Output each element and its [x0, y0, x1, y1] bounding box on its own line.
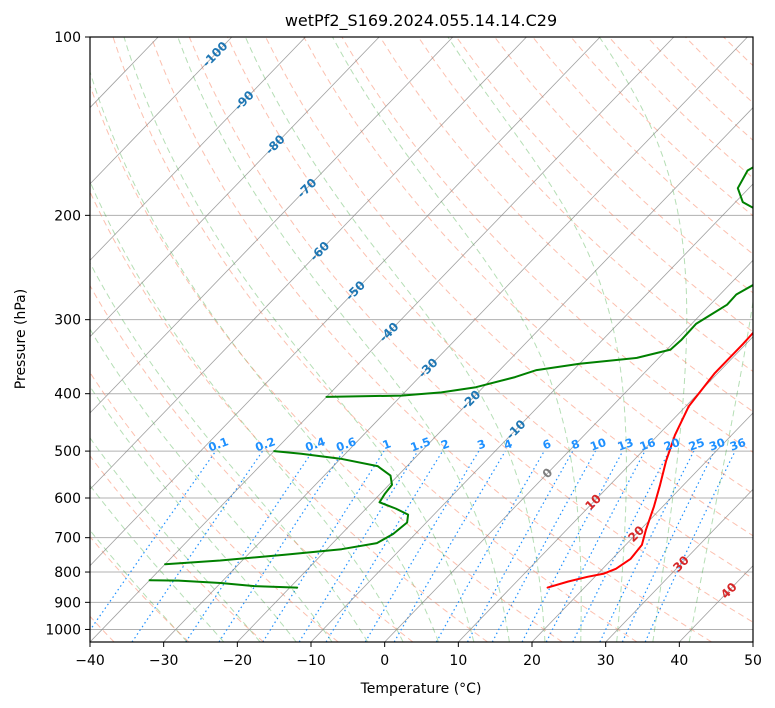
y-tick-label: 300: [54, 313, 81, 329]
isotherm-line: [90, 37, 454, 414]
mixing-ratio-line: [298, 450, 419, 642]
isotherms: [90, 37, 753, 642]
isotherm-line: [90, 37, 527, 490]
mixing-ratio-label: 16: [638, 435, 658, 454]
mixing-ratio-line: [325, 450, 444, 642]
dewpoint-profile-segment: [325, 166, 753, 398]
mixing-ratio-lines: [90, 450, 736, 642]
temperature-profile: [546, 331, 753, 589]
mixing-ratio-label: 30: [707, 435, 727, 454]
isotherm-line: [237, 107, 753, 642]
isotherm-line: [90, 37, 675, 642]
dewpoint-profile-segment: [164, 450, 410, 566]
y-tick-label: 500: [54, 444, 81, 460]
y-tick-label: 200: [54, 208, 81, 224]
mixing-ratio-line: [364, 450, 480, 642]
y-tick-label: 900: [54, 595, 81, 611]
moist-adiabat-line: [688, 298, 753, 642]
moist-adiabat-line: [598, 37, 688, 642]
isotherm-line: [90, 37, 233, 185]
dewpoint-profile-segment: [148, 579, 299, 589]
isotherm-line: [90, 37, 601, 567]
x-tick-label: 30: [597, 653, 615, 669]
mixing-ratio-label: 0.1: [206, 434, 230, 454]
mixing-ratio-label: 20: [662, 435, 682, 454]
dry-adiabat-line: [455, 37, 753, 333]
mixing-ratio-line: [599, 450, 695, 642]
isotherm-line: [90, 37, 306, 261]
mixing-ratio-label: 0.2: [253, 434, 277, 454]
dry-adiabat-line: [188, 37, 753, 623]
moist-adiabat-line: [123, 37, 475, 642]
y-tick-label: 600: [54, 491, 81, 507]
dry-adiabat-line: [112, 37, 638, 642]
x-tick-label: −40: [75, 653, 105, 669]
x-tick-label: 0: [380, 653, 389, 669]
plot-area: [90, 37, 753, 642]
moist-adiabat-line: [90, 70, 439, 642]
mixing-ratio-line: [491, 450, 597, 642]
mixing-ratio-label: 13: [616, 435, 636, 454]
y-axis-ticks: 100 200 300 400 500 600 700 800 900 1000: [45, 30, 90, 638]
isotherm-line: [531, 412, 753, 642]
mixing-ratio-line: [218, 450, 344, 642]
x-tick-label: −30: [149, 653, 179, 669]
mixing-ratio-label: 0.6: [334, 434, 358, 454]
x-tick-label: 50: [744, 653, 762, 669]
y-tick-label: 800: [54, 565, 81, 581]
dry-adiabat-line: [494, 37, 753, 294]
mixing-ratio-line: [90, 450, 217, 632]
isotherm-line: [605, 488, 753, 642]
dry-adiabat-line: [90, 84, 563, 642]
mixing-ratio-line: [521, 450, 624, 642]
moist-adiabat-line: [90, 261, 369, 642]
x-tick-label: 40: [670, 653, 688, 669]
isotherm-line: [310, 183, 753, 642]
x-tick-label: −10: [296, 653, 326, 669]
dry-adiabat-line: [90, 190, 488, 642]
plot-content: 0.1 0.2 0.4 0.6 1 1.5 2 3 4 6 8 10 13 16 20 25 30 36-100-…: [90, 37, 753, 642]
mixing-ratio-line: [621, 450, 715, 642]
moist-adiabat-line: [447, 37, 627, 642]
mixing-ratio-label: 0.4: [303, 434, 327, 454]
moist-adiabat-line: [90, 328, 333, 642]
y-tick-label: 400: [54, 387, 81, 403]
x-tick-label: 20: [523, 653, 541, 669]
x-axis-title: Temperature (°C): [360, 681, 482, 697]
moist-adiabat-line: [90, 437, 261, 642]
isotherm-line: [384, 259, 753, 642]
moist-adiabat-line: [244, 37, 546, 642]
mixing-ratio-line: [262, 450, 385, 642]
mixing-ratio-label: 36: [728, 435, 748, 454]
mixing-ratio-line: [185, 450, 314, 642]
isotherm-line: [458, 336, 753, 642]
x-axis-ticks: −40 −30 −20 −10 0 10 20 30 40 50: [75, 642, 762, 669]
mixing-ratio-label: 10: [588, 435, 608, 454]
mixing-ratio-label: 1.5: [408, 434, 432, 454]
sounding-profiles: [148, 166, 753, 589]
moist-adiabat-line: [177, 37, 510, 642]
x-tick-label: 10: [449, 653, 467, 669]
chart-title: wetPf2_S169.2024.055.14.14.C29: [285, 11, 557, 31]
dry-adiabat-line: [90, 371, 339, 642]
plot-frame: [89, 36, 754, 643]
x-tick-label: −20: [223, 653, 253, 669]
moist-adiabat-line: [90, 484, 225, 642]
y-axis-title: Pressure (hPa): [13, 289, 29, 389]
mixing-ratio-label: 25: [687, 435, 707, 454]
moist-adiabat-line: [332, 37, 582, 642]
y-tick-label: 700: [54, 531, 81, 547]
isotherm-line: [163, 37, 748, 642]
y-tick-label: 1000: [45, 622, 81, 638]
moist-adiabat-line: [90, 385, 297, 642]
dry-adiabat-line: [90, 454, 264, 642]
y-tick-label: 100: [54, 30, 81, 46]
moist-adiabats: [90, 37, 753, 642]
isotherm-line: [90, 37, 380, 338]
mixing-ratio-line: [131, 450, 264, 642]
